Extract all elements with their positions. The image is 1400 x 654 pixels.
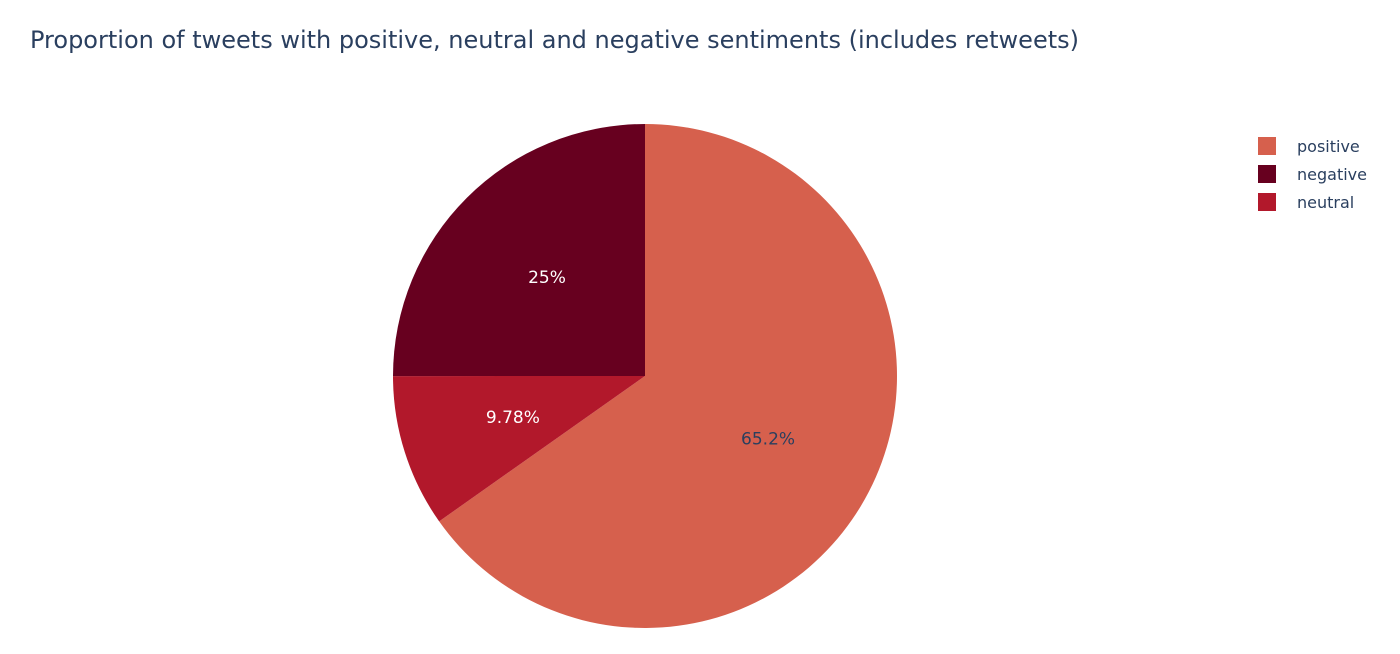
legend: positive negative neutral (1258, 132, 1367, 216)
legend-swatch-positive (1258, 137, 1276, 155)
legend-swatch-neutral (1258, 193, 1276, 211)
pie-slice-neutral (393, 376, 645, 522)
pie-labels: 65.2% 9.78% 25% (486, 268, 795, 450)
legend-label-negative: negative (1297, 164, 1367, 184)
slice-label-neutral: 9.78% (486, 408, 540, 428)
legend-label-neutral: neutral (1297, 192, 1355, 212)
pie-slices (393, 124, 897, 628)
legend-item-negative[interactable]: negative (1258, 160, 1367, 188)
chart-title: Proportion of tweets with positive, neut… (30, 26, 1079, 54)
slice-label-negative: 25% (528, 268, 566, 288)
slice-label-positive: 65.2% (741, 430, 795, 450)
legend-swatch-negative (1258, 165, 1276, 183)
pie-slice-positive (439, 124, 897, 628)
legend-item-positive[interactable]: positive (1258, 132, 1367, 160)
pie-slice-negative (393, 124, 645, 377)
legend-item-neutral[interactable]: neutral (1258, 188, 1367, 216)
legend-label-positive: positive (1297, 136, 1360, 156)
